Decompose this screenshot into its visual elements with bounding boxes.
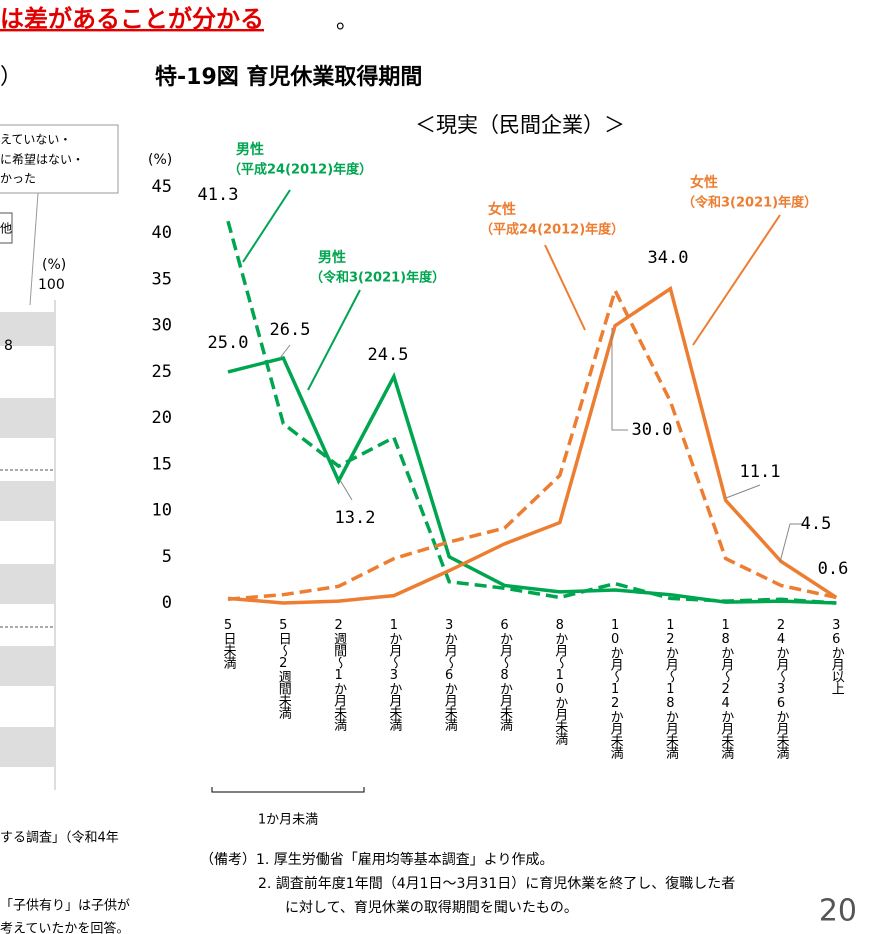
value-label: 24.5: [368, 345, 409, 365]
series-name: 男性: [236, 141, 264, 158]
leader: [279, 344, 291, 359]
note: する調査」（令和4年: [0, 831, 119, 846]
heading-end: 。: [336, 9, 358, 34]
value-label: 34.0: [648, 248, 689, 268]
y-tick-label: 0: [162, 593, 172, 613]
value-label: 4.5: [801, 514, 832, 534]
y-tick-label: 20: [152, 408, 172, 428]
legend-text: 他: [0, 222, 12, 236]
leader: [779, 523, 802, 563]
x-tick-label: 2週間～1か月未満: [331, 618, 347, 731]
max: 100: [38, 277, 65, 293]
group-label: 1か月未満: [258, 813, 318, 828]
y-tick-label: 40: [152, 223, 172, 243]
series-period: （令和3(2021)年度）: [310, 270, 445, 286]
value-label: 11.1: [740, 462, 781, 482]
leader: [29, 192, 39, 306]
bar-bg: [0, 481, 55, 521]
page-number: 20: [819, 894, 857, 929]
chart-subtitle: ＜現実（民間企業）＞: [415, 113, 625, 137]
x-tick-label: 1か月～3か月未満: [386, 618, 402, 731]
note: 考えていたかを回答。: [0, 921, 129, 934]
emphasis: は差があることが分かる: [0, 5, 264, 33]
value-label: 13.2: [335, 508, 376, 528]
x-tick-label: 36か月以上: [829, 618, 845, 694]
x-tick-label: 5日未満: [221, 618, 237, 669]
value-label: 25.0: [208, 333, 249, 353]
value-label: 30.0: [632, 420, 673, 440]
y-tick-label: 30: [152, 316, 172, 336]
y-tick-label: 15: [152, 454, 172, 474]
series-line: [226, 220, 837, 605]
leader: [339, 479, 353, 501]
legend-text: えていない・: [0, 133, 71, 147]
series-line: [227, 355, 837, 605]
series-period: （令和3(2021)年度）: [682, 195, 817, 211]
x-tick-label: 10か月～12か月未満: [608, 618, 624, 759]
bar-bg: [0, 727, 55, 767]
y-tick-label: 5: [162, 547, 172, 567]
leader: [242, 189, 291, 263]
note: （備考）1. 厚生労働省「雇用均等基本調査」より作成。: [200, 851, 554, 868]
leader: [692, 214, 781, 346]
bar-label: 8: [4, 338, 13, 354]
value-label: 41.3: [198, 185, 239, 205]
leader: [307, 289, 361, 391]
series-line: [227, 285, 837, 602]
y-tick-label: 45: [152, 177, 172, 197]
series-line: [227, 285, 838, 605]
note: に対して、育児休業の取得期間を聞いたもの。: [285, 899, 578, 916]
bar-bg: [0, 646, 55, 686]
leader: [611, 328, 628, 431]
leader: [725, 484, 761, 499]
x-tick-label: 6か月～8か月未満: [497, 618, 513, 731]
left-heading: ）: [0, 65, 22, 90]
y-tick-label: 35: [152, 269, 172, 289]
note: 2. 調査前年度1年間（4月1日～3月31日）に育児休業を終了し、復職した者: [258, 875, 735, 892]
group-brace: [211, 787, 365, 793]
x-tick-label: 5日～2週間未満: [276, 618, 292, 719]
legend-box: [0, 124, 119, 194]
legend-text: かった: [0, 172, 36, 186]
x-tick-label: 12か月～18か月未満: [663, 618, 679, 759]
series-period: （平成24(2012)年度）: [480, 222, 624, 238]
x-tick-label: 3か月～6か月未満: [442, 618, 458, 731]
unit: (%): [42, 257, 66, 273]
x-tick-label: 18か月～24か月未満: [718, 618, 734, 759]
bar-bg: [0, 398, 55, 438]
series-name: 女性: [690, 174, 718, 191]
value-label: 26.5: [270, 320, 311, 340]
y-tick-label: 10: [152, 501, 172, 521]
chart-title: 特-19図 育児休業取得期間: [155, 64, 422, 90]
bar-bg: [0, 564, 55, 604]
series-name: 男性: [318, 249, 346, 266]
series-name: 女性: [488, 201, 516, 218]
y-unit: (%): [148, 152, 172, 168]
legend-box: [0, 212, 13, 244]
x-tick-label: 24か月～36か月未満: [774, 618, 790, 759]
series-period: （平成24(2012)年度）: [228, 162, 372, 178]
bar-bg: [0, 312, 55, 346]
value-label: 0.6: [818, 559, 849, 579]
y-tick-label: 25: [152, 362, 172, 382]
note: 「子供有り」は子供が: [0, 899, 130, 914]
x-tick-label: 8か月～10か月未満: [552, 618, 568, 745]
legend-text: に希望はない・: [0, 152, 84, 167]
leader: [544, 244, 586, 331]
